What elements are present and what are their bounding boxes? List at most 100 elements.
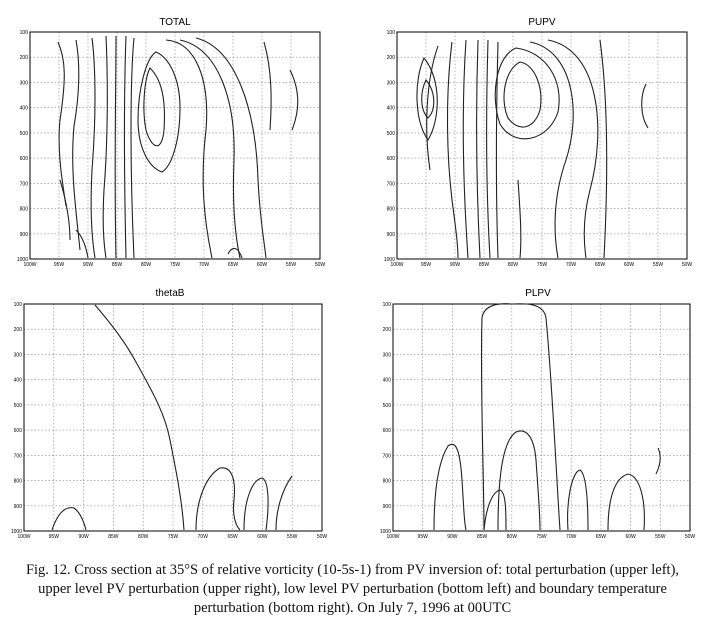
contour-line [179,39,241,259]
panel-title: PLPV [525,288,551,299]
panel-title: thetaB [156,288,185,299]
x-tick-label: 80W [507,534,518,540]
y-tick-label: 600 [383,428,392,434]
contour-line [641,83,649,129]
contour-line [243,477,269,531]
x-tick-label: 90W [83,262,94,268]
x-tick-label: 55W [653,262,664,268]
contour-line [195,37,267,259]
x-tick-label: 90W [447,534,458,540]
y-tick-label: 100 [20,30,29,36]
y-tick-label: 1000 [11,529,22,535]
x-tick-label: 75W [170,262,181,268]
figure-label: Fig. 12. [25,562,71,578]
x-tick-label: 60W [257,534,268,540]
x-tick-label: 85W [479,262,490,268]
contour-line [114,35,117,259]
x-tick-label: 70W [199,262,210,268]
contour-line [130,37,135,259]
panel-grid [397,32,687,259]
contour-line [165,39,213,259]
x-tick-label: 65W [596,534,607,540]
panel-plpv: PLPV 100W 95W 90W 85W 80W 75W 70W 65W 60W 55W 50W1… [380,288,696,540]
y-tick-label: 700 [14,453,23,459]
y-tick-label: 200 [383,327,392,333]
axis-ticks: 100W 95W 90W 85W 80W 75W 70W 65W 60W 55W 50W 100 200… [384,30,693,268]
axis-ticks: 100W 95W 90W 85W 80W 75W 70W 65W 60W 55W 50W 100 200… [11,302,328,540]
contour-line [494,47,560,140]
contour-line [495,41,499,259]
contour-line [599,39,608,259]
plot-frame [29,31,321,260]
y-tick-label: 300 [383,352,392,358]
x-tick-label: 60W [624,262,635,268]
x-tick-label: 90W [450,262,461,268]
contour-line [94,304,185,531]
contour-line [517,179,522,259]
y-tick-label: 400 [20,106,29,112]
y-tick-label: 1000 [380,529,391,535]
x-tick-label: 50W [315,262,326,268]
y-tick-label: 500 [383,403,392,409]
plot-frame [396,31,688,260]
contour-lines [433,303,661,531]
y-tick-label: 900 [20,232,29,238]
contour-line [421,79,435,119]
contour-line [503,61,542,128]
x-tick-label: 95W [54,262,65,268]
axis-ticks: 100W 95W 90W 85W 80W 75W 70W 65W 60W 55W 50W 100 200… [380,302,696,540]
y-tick-label: 400 [387,106,396,112]
caption-line: left), upper level PV perturbation (uppe… [38,562,680,597]
y-tick-label: 1000 [384,257,395,263]
plot-frame [392,303,691,532]
contour-lines [57,35,299,259]
y-tick-label: 600 [14,428,23,434]
x-tick-label: 50W [682,262,693,268]
contour-line [263,41,272,131]
panel-grid [393,304,690,531]
contour-line [59,179,71,241]
x-tick-label: 75W [537,262,548,268]
panel-thetab: thetaB 100W 95W 90W 85W 80W 75W 70W 65W 60W 55W 50… [11,288,328,540]
x-tick-label: 70W [566,262,577,268]
panel-title: TOTAL [159,17,191,28]
x-tick-label: 50W [685,534,696,540]
y-tick-label: 400 [14,378,23,384]
x-tick-label: 95W [421,262,432,268]
y-tick-label: 200 [20,55,29,61]
y-tick-label: 100 [387,30,396,36]
contour-line [476,39,481,259]
contour-line [51,507,87,531]
y-tick-label: 900 [387,232,396,238]
x-tick-label: 70W [198,534,209,540]
figure-caption: Fig. 12. Cross section at 35°S of relati… [12,561,693,618]
contour-line [480,303,561,531]
contour-line [137,51,181,173]
contour-line [607,473,645,531]
x-tick-label: 100W [386,534,399,540]
y-tick-label: 900 [14,504,23,510]
x-tick-label: 75W [168,534,179,540]
x-tick-label: 100W [390,262,403,268]
x-tick-label: 85W [108,534,119,540]
contour-line [567,469,589,531]
contour-line [483,489,507,531]
panel-grid [24,304,322,531]
contour-line [547,39,599,259]
y-tick-label: 100 [14,302,23,308]
x-tick-label: 80W [508,262,519,268]
y-tick-label: 700 [387,181,396,187]
x-tick-label: 60W [625,534,636,540]
axis-ticks: 100W 95W 90W 85W 80W 75W 70W 65W 60W 55W 50W 100 200… [17,30,326,268]
x-tick-label: 65W [227,534,238,540]
contour-line [416,56,438,142]
y-tick-label: 800 [383,479,392,485]
y-tick-label: 100 [383,302,392,308]
x-tick-label: 95W [418,534,429,540]
contour-line [75,229,89,259]
y-tick-label: 700 [383,453,392,459]
contour-line [123,35,127,259]
contour-line [143,67,165,147]
caption-line: Cross section at 35°S of relative vortic… [74,562,648,578]
